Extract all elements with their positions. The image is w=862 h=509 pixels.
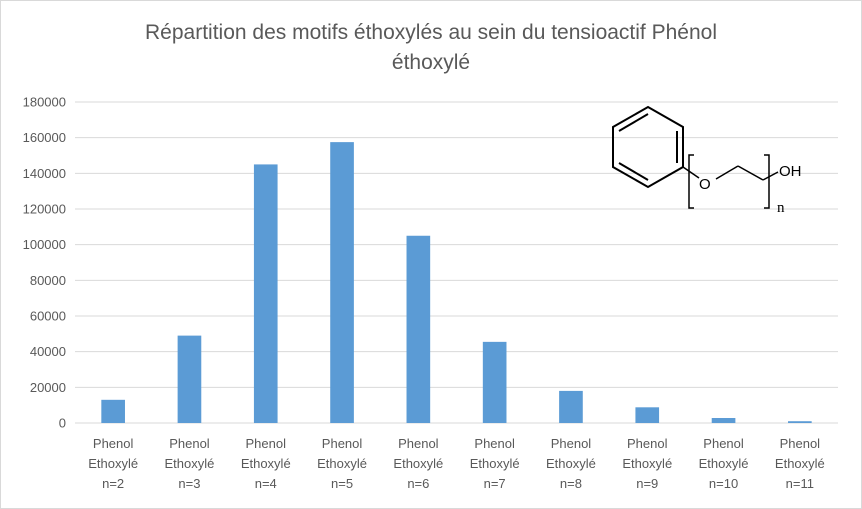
y-tick-label: 180000 (23, 95, 66, 110)
right-bracket (764, 154, 770, 209)
bar (101, 399, 125, 423)
y-tick-label: 0 (59, 416, 66, 431)
bar (635, 407, 660, 423)
chart-title-line1: Répartition des motifs éthoxylés au sein… (145, 21, 717, 44)
bond-oxygen-carbon1 (715, 165, 739, 180)
x-tick-label: Phenol Ethoxylé n=11 (775, 436, 825, 491)
x-tick-label-line: Ethoxylé (546, 456, 596, 471)
x-tick-label: Phenol Ethoxylé n=6 (393, 436, 443, 491)
bond-carbon1-carbon2 (737, 165, 764, 181)
bond-ring-oxygen (682, 166, 700, 179)
x-tick-label: Phenol Ethoxylé n=4 (241, 436, 291, 491)
x-tick-label: Phenol Ethoxylé n=8 (546, 436, 596, 491)
x-tick-label-line: Phenol (551, 436, 592, 451)
x-tick-label-line: n=9 (636, 476, 658, 491)
x-tick-label-line: n=5 (331, 476, 353, 491)
oxygen-label: O (699, 176, 711, 193)
bar (177, 335, 202, 423)
x-tick-label-line: n=8 (560, 476, 582, 491)
y-axis-ticks: 0 20000 40000 60000 80000 100000 120000 140000 1… (23, 95, 66, 431)
bond-carbon2-hydroxyl (762, 171, 779, 181)
x-tick-label-line: n=2 (102, 476, 124, 491)
benzene-inner-bond-1 (618, 113, 649, 132)
x-tick-label: Phenol Ethoxylé n=10 (699, 436, 749, 491)
left-bracket (688, 154, 694, 209)
x-tick-label-line: Phenol (246, 436, 287, 451)
x-tick-label-line: Ethoxylé (470, 456, 520, 471)
y-tick-label: 140000 (23, 166, 66, 181)
x-tick-label-line: Phenol (93, 436, 134, 451)
x-tick-label-line: n=10 (709, 476, 738, 491)
x-tick-label-line: n=11 (786, 476, 814, 491)
chart-title-line2: éthoxylé (391, 51, 471, 74)
bar (559, 390, 583, 423)
benzene-inner-bond-3 (618, 162, 649, 181)
x-tick-label-line: Ethoxylé (317, 456, 367, 471)
bar (330, 142, 354, 423)
x-tick-label-line: Ethoxylé (699, 456, 749, 471)
y-tick-label: 60000 (30, 309, 66, 324)
benzene-ring (612, 105, 684, 189)
bar (711, 418, 736, 423)
y-tick-label: 80000 (30, 273, 66, 288)
x-tick-label-line: Ethoxylé (393, 456, 443, 471)
x-tick-label-line: n=4 (255, 476, 277, 491)
x-tick-label-line: Ethoxylé (165, 456, 215, 471)
x-tick-label-line: n=6 (407, 476, 429, 491)
x-tick-label: Phenol Ethoxylé n=9 (622, 436, 672, 491)
x-tick-label-line: n=3 (178, 476, 200, 491)
x-tick-label: Phenol Ethoxylé n=2 (88, 436, 138, 491)
bar (253, 164, 278, 423)
x-tick-label-line: Phenol (398, 436, 439, 451)
chart-title: Répartition des motifs éthoxylés au sein… (0, 18, 862, 78)
bar (406, 235, 431, 423)
repeat-index-label: n (777, 200, 785, 216)
x-tick-label-line: Phenol (780, 436, 821, 451)
y-tick-label: 160000 (23, 130, 66, 145)
x-tick-label-line: n=7 (484, 476, 506, 491)
gridlines (75, 101, 838, 424)
x-tick-label-line: Phenol (322, 436, 363, 451)
x-tick-label-line: Ethoxylé (241, 456, 291, 471)
x-tick-label: Phenol Ethoxylé n=7 (470, 436, 520, 491)
y-tick-label: 20000 (30, 380, 66, 395)
bars (101, 142, 812, 423)
y-tick-label: 100000 (23, 237, 66, 252)
x-tick-label-line: Phenol (703, 436, 744, 451)
bar (482, 341, 507, 423)
y-tick-label: 40000 (30, 344, 66, 359)
x-tick-label-line: Phenol (169, 436, 210, 451)
x-tick-label-line: Phenol (474, 436, 515, 451)
x-tick-label-line: Ethoxylé (88, 456, 138, 471)
x-tick-label: Phenol Ethoxylé n=5 (317, 436, 367, 491)
y-tick-label: 120000 (23, 202, 66, 217)
molecule-structure: O OH n (612, 105, 802, 216)
bar (788, 421, 812, 423)
x-tick-label-line: Ethoxylé (775, 456, 825, 471)
hydroxyl-label: OH (779, 163, 802, 180)
x-tick-label: Phenol Ethoxylé n=3 (165, 436, 215, 491)
x-tick-label-line: Ethoxylé (622, 456, 672, 471)
x-tick-label-line: Phenol (627, 436, 668, 451)
